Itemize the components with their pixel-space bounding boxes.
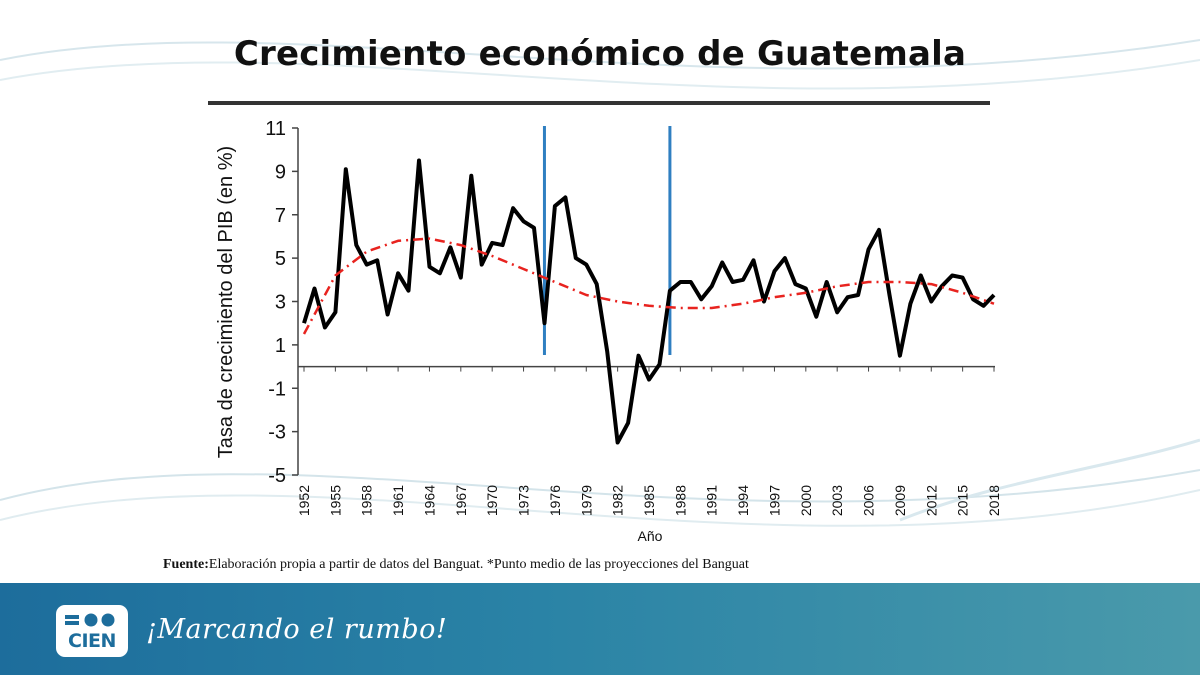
x-tick-label: 1994: [735, 485, 751, 516]
y-tick-label: -5: [268, 465, 286, 487]
x-tick-label: 1979: [578, 485, 594, 516]
y-tick-label: 9: [275, 161, 286, 183]
gdp-growth-line: [302, 158, 996, 445]
y-axis-title: Tasa de crecimiento del PIB (en %): [215, 146, 237, 458]
x-tick-label: 1967: [453, 485, 469, 516]
cien-logo: CIEN: [56, 605, 128, 657]
x-tick-label: 2012: [923, 485, 939, 516]
y-tick-label: 5: [275, 248, 286, 270]
source-text: Elaboración propia a partir de datos del…: [208, 557, 749, 572]
x-tick-label: 1961: [390, 485, 406, 516]
x-tick-label: 2009: [892, 485, 908, 516]
y-tick-label: 1: [275, 335, 286, 357]
source-note: Fuente:Elaboración propia a partir de da…: [163, 557, 749, 573]
y-tick-label: 11: [265, 118, 286, 140]
title-divider: [208, 101, 990, 105]
y-tick-label: 3: [275, 292, 286, 314]
chart-title: Crecimiento económico de Guatemala: [233, 34, 967, 74]
logo-text: CIEN: [68, 630, 116, 652]
x-tick-label: 1958: [359, 485, 375, 516]
gdp-growth-chart: 11 9 7 5 3 1 -1 -3 -5 1952 1955 1958 1961 1964 1967 197…: [215, 118, 1002, 544]
x-tick-label: 1976: [547, 485, 563, 516]
x-tick-label: 1997: [766, 485, 782, 516]
x-tick-label: 1991: [704, 485, 720, 516]
x-tick-label: 2003: [829, 485, 845, 516]
footer-bar: [0, 583, 1200, 675]
x-tick-label: 2006: [861, 485, 877, 516]
x-axis-title: Año: [638, 528, 663, 544]
x-tick-label: 1982: [610, 485, 626, 516]
y-tick-label: 7: [275, 205, 286, 227]
y-tick-label: -3: [268, 422, 286, 444]
logo-mark-icon: [65, 613, 115, 627]
source-label: Fuente:: [163, 557, 209, 572]
slogan: ¡Marcando el rumbo!: [146, 614, 448, 645]
x-tick-label: 2000: [798, 485, 814, 516]
x-tick-label: 1973: [516, 485, 532, 516]
x-tick-label: 1964: [421, 485, 437, 516]
x-tick-label: 1970: [484, 485, 500, 516]
x-tick-label: 2018: [986, 485, 1002, 516]
y-tick-label: -1: [268, 378, 286, 400]
x-tick-label: 1985: [641, 485, 657, 516]
x-tick-label: 1955: [327, 485, 343, 516]
x-tick-label: 1952: [296, 485, 312, 516]
trend-line: [302, 237, 995, 335]
x-tick-label: 1988: [672, 485, 688, 516]
x-tick-label: 2015: [955, 485, 971, 516]
